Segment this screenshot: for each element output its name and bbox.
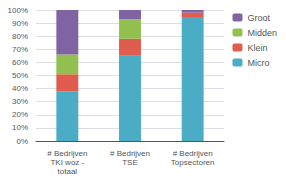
svg-text:Groot: Groot [247,13,270,23]
svg-text:20%: 20% [12,110,28,119]
svg-text:TKI woz -: TKI woz - [50,158,84,167]
svg-text:totaal: totaal [58,167,78,176]
svg-text:0%: 0% [16,137,28,146]
svg-text:Midden: Midden [247,28,277,38]
svg-text:60%: 60% [12,58,28,67]
svg-text:30%: 30% [12,97,28,106]
svg-text:Klein: Klein [247,43,267,53]
svg-text:70%: 70% [12,45,28,54]
svg-text:90%: 90% [12,19,28,28]
svg-text:# Bedrijven: # Bedrijven [47,149,87,158]
svg-text:100%: 100% [8,6,28,15]
svg-text:Micro: Micro [247,58,269,68]
svg-text:50%: 50% [12,71,28,80]
svg-text:# Bedrijven: # Bedrijven [110,149,150,158]
svg-text:80%: 80% [12,32,28,41]
svg-text:# Bedrijven: # Bedrijven [173,149,213,158]
svg-text:Topsectoren: Topsectoren [171,158,215,167]
svg-text:40%: 40% [12,84,28,93]
svg-text:TSE: TSE [122,158,138,167]
svg-text:10%: 10% [12,123,28,132]
